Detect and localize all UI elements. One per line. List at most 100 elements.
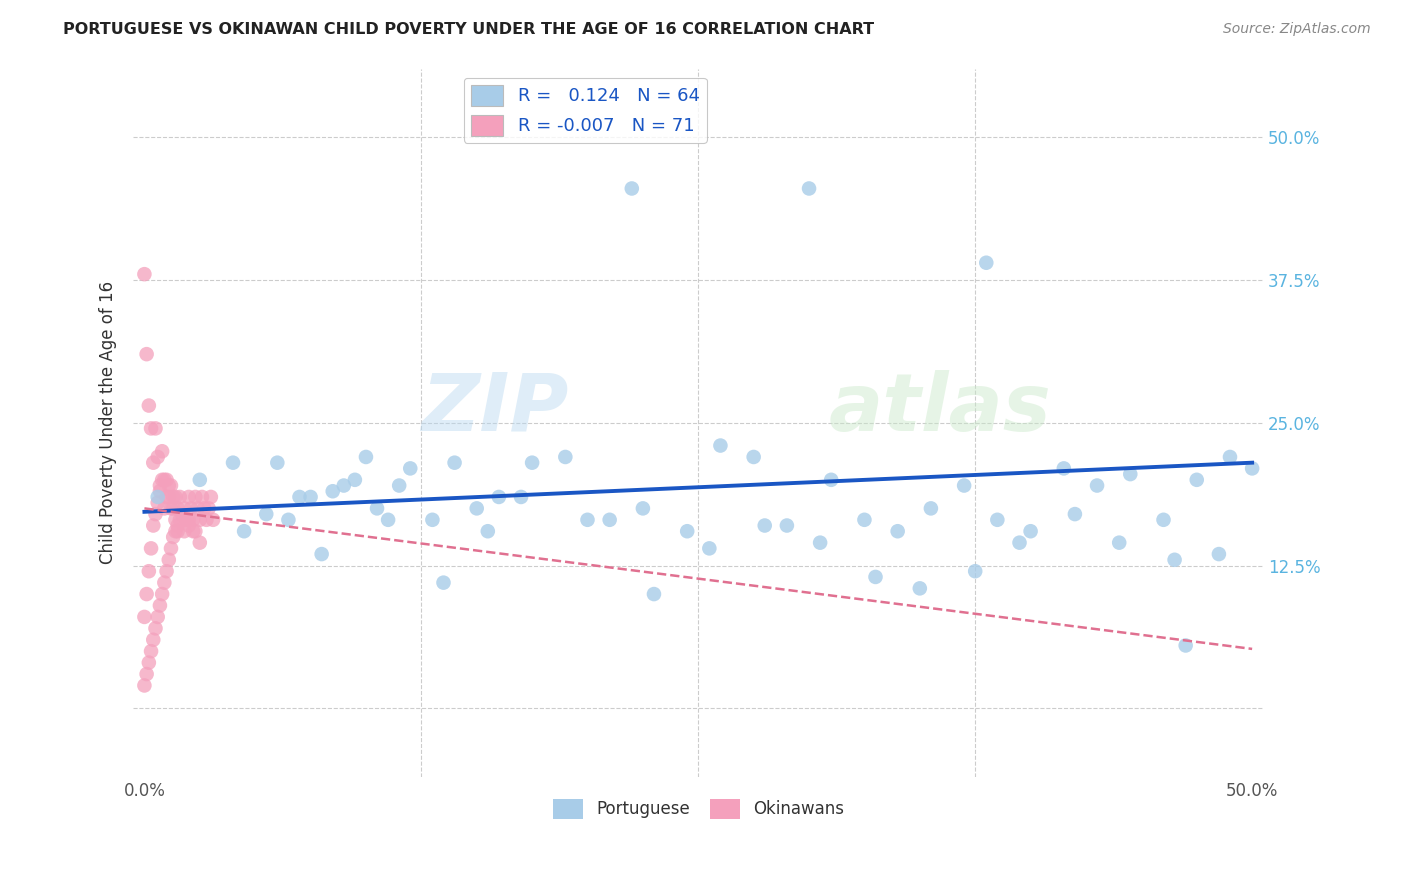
Point: [1108, 535, 1130, 549]
Point: [150, 587, 173, 601]
Point: [134, 610, 156, 624]
Point: [520, 456, 543, 470]
Point: [166, 518, 188, 533]
Point: [188, 473, 211, 487]
Point: [709, 438, 731, 452]
Point: [187, 501, 209, 516]
Point: [432, 575, 454, 590]
Point: [643, 587, 665, 601]
Point: [908, 582, 931, 596]
Point: [166, 524, 188, 539]
Point: [155, 564, 177, 578]
Point: [399, 461, 422, 475]
Point: [191, 490, 214, 504]
Point: [146, 490, 169, 504]
Point: [160, 541, 183, 556]
Point: [173, 501, 195, 516]
Text: PORTUGUESE VS OKINAWAN CHILD POVERTY UNDER THE AGE OF 16 CORRELATION CHART: PORTUGUESE VS OKINAWAN CHILD POVERTY UND…: [63, 22, 875, 37]
Point: [322, 484, 344, 499]
Point: [920, 501, 942, 516]
Point: [173, 524, 195, 539]
Point: [377, 513, 399, 527]
Point: [149, 484, 172, 499]
Point: [160, 501, 183, 516]
Legend: Portuguese, Okinawans: Portuguese, Okinawans: [546, 793, 851, 825]
Point: [180, 501, 202, 516]
Point: [820, 473, 842, 487]
Point: [142, 456, 165, 470]
Point: [145, 621, 167, 635]
Point: [754, 518, 776, 533]
Point: [153, 501, 176, 516]
Point: [139, 541, 162, 556]
Point: [1219, 450, 1241, 464]
Point: [865, 570, 887, 584]
Point: [155, 473, 177, 487]
Point: [135, 347, 157, 361]
Point: [145, 507, 167, 521]
Point: [157, 490, 180, 504]
Point: [233, 524, 256, 539]
Point: [510, 490, 533, 504]
Point: [149, 599, 172, 613]
Point: [193, 501, 215, 516]
Point: [965, 564, 987, 578]
Point: [1241, 461, 1264, 475]
Point: [266, 456, 288, 470]
Point: [188, 535, 211, 549]
Point: [986, 513, 1008, 527]
Point: [974, 256, 997, 270]
Point: [443, 456, 465, 470]
Point: [1163, 553, 1185, 567]
Point: [631, 501, 654, 516]
Point: [155, 490, 177, 504]
Point: [953, 478, 976, 492]
Point: [576, 513, 599, 527]
Point: [554, 450, 576, 464]
Point: [299, 490, 322, 504]
Point: [157, 553, 180, 567]
Point: [135, 667, 157, 681]
Point: [165, 490, 187, 504]
Point: [1174, 639, 1197, 653]
Point: [1085, 478, 1108, 492]
Point: [742, 450, 765, 464]
Point: [139, 644, 162, 658]
Point: [149, 478, 172, 492]
Point: [188, 513, 211, 527]
Point: [157, 478, 180, 492]
Point: [153, 575, 176, 590]
Point: [1119, 467, 1142, 482]
Point: [288, 490, 311, 504]
Point: [699, 541, 721, 556]
Point: [366, 501, 388, 516]
Point: [254, 507, 277, 521]
Point: [134, 267, 156, 281]
Point: [184, 490, 207, 504]
Point: [354, 450, 377, 464]
Point: [195, 513, 218, 527]
Point: [146, 496, 169, 510]
Point: [1019, 524, 1042, 539]
Point: [138, 564, 160, 578]
Point: [776, 518, 799, 533]
Point: [422, 513, 444, 527]
Point: [797, 181, 820, 195]
Point: [222, 456, 245, 470]
Point: [853, 513, 876, 527]
Point: [808, 535, 831, 549]
Point: [388, 478, 411, 492]
Point: [146, 610, 169, 624]
Point: [1153, 513, 1175, 527]
Point: [202, 513, 225, 527]
Point: [197, 501, 219, 516]
Point: [162, 490, 184, 504]
Point: [184, 524, 207, 539]
Point: [153, 473, 176, 487]
Point: [181, 513, 204, 527]
Point: [170, 507, 193, 521]
Point: [166, 501, 188, 516]
Point: [1008, 535, 1031, 549]
Point: [1064, 507, 1087, 521]
Point: [333, 478, 356, 492]
